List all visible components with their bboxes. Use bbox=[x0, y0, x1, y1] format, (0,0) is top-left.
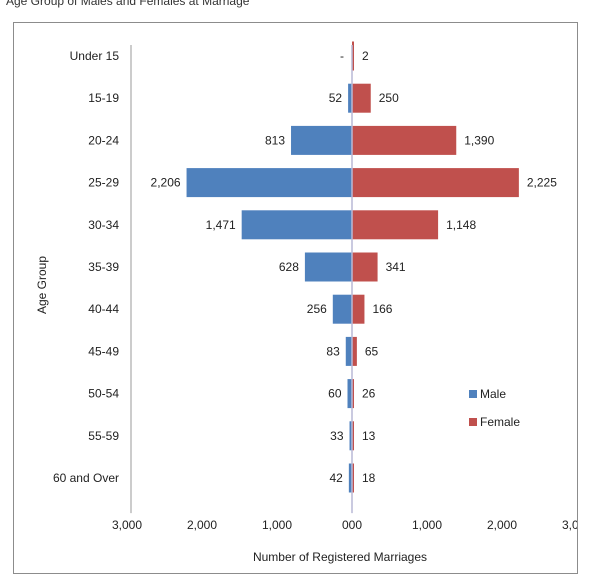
bar-male bbox=[349, 421, 352, 451]
data-label-male: 256 bbox=[307, 302, 327, 316]
x-tick-label: 2,000 bbox=[187, 518, 217, 532]
data-label-female: 250 bbox=[379, 91, 399, 105]
bar-female bbox=[352, 83, 371, 113]
bar-female bbox=[352, 379, 354, 409]
y-tick-label: 35-39 bbox=[88, 260, 119, 274]
bar-male bbox=[348, 463, 352, 493]
bar-female bbox=[352, 336, 357, 366]
bar-female bbox=[352, 168, 519, 198]
data-label-female: 18 bbox=[362, 471, 376, 485]
bar-male bbox=[347, 379, 352, 409]
data-label-female: 65 bbox=[365, 344, 379, 358]
data-label-male: 83 bbox=[326, 344, 340, 358]
bar-male bbox=[348, 83, 352, 113]
bar-male bbox=[332, 294, 352, 324]
data-label-female: 1,148 bbox=[446, 218, 476, 232]
x-tick-label: 2,000 bbox=[487, 518, 517, 532]
bar-male bbox=[241, 210, 352, 240]
chart-caption: Age Group of Males and Females at Marria… bbox=[6, 0, 250, 8]
bar-female bbox=[352, 125, 457, 155]
x-axis-label: Number of Registered Marriages bbox=[253, 550, 427, 564]
x-tick-label: 1,000 bbox=[262, 518, 292, 532]
bar-female bbox=[352, 463, 354, 493]
data-label-female: 341 bbox=[386, 260, 406, 274]
legend-swatch-female bbox=[469, 418, 477, 426]
butterfly-bar-chart: Under 15 - 2 15-19 52 250 20-24 813 1,390 25-29 2,… bbox=[35, 41, 577, 564]
y-axis-label: Age Group bbox=[35, 256, 49, 314]
data-label-male: 33 bbox=[330, 429, 344, 443]
legend-label-female: Female bbox=[480, 415, 520, 429]
data-label-female: 13 bbox=[362, 429, 376, 443]
y-tick-label: 50-54 bbox=[88, 387, 119, 401]
y-tick-label: Under 15 bbox=[70, 49, 120, 63]
bar-female bbox=[352, 41, 354, 71]
data-label-male: 52 bbox=[329, 91, 343, 105]
data-label-female: 26 bbox=[362, 387, 376, 401]
chart-caption-strip: Age Group of Males and Females at Marria… bbox=[0, 0, 595, 12]
bar-female bbox=[352, 252, 378, 282]
chart-frame: Under 15 - 2 15-19 52 250 20-24 813 1,390 25-29 2,… bbox=[13, 22, 578, 574]
bar-female bbox=[352, 210, 439, 240]
bar-female bbox=[352, 294, 365, 324]
data-label-female: 2 bbox=[362, 49, 369, 63]
data-label-male: 813 bbox=[265, 133, 285, 147]
data-label-male: 2,206 bbox=[151, 176, 181, 190]
x-tick-label: 000 bbox=[342, 518, 362, 532]
bar-male bbox=[345, 336, 352, 366]
y-tick-label: 40-44 bbox=[88, 302, 119, 316]
x-tick-label: 3,000 bbox=[562, 518, 577, 532]
data-label-female: 1,390 bbox=[464, 133, 494, 147]
legend-swatch-male bbox=[469, 390, 477, 398]
y-tick-label: 25-29 bbox=[88, 176, 119, 190]
y-tick-label: 55-59 bbox=[88, 429, 119, 443]
bar-female bbox=[352, 421, 354, 451]
y-tick-label: 45-49 bbox=[88, 344, 119, 358]
legend-label-male: Male bbox=[480, 387, 506, 401]
bar-male bbox=[186, 168, 352, 198]
data-label-female: 166 bbox=[372, 302, 392, 316]
x-tick-label: 1,000 bbox=[412, 518, 442, 532]
data-label-male: 628 bbox=[279, 260, 299, 274]
y-tick-label: 30-34 bbox=[88, 218, 119, 232]
bar-male bbox=[291, 125, 352, 155]
x-tick-label: 3,000 bbox=[112, 518, 142, 532]
data-label-female: 2,225 bbox=[527, 176, 557, 190]
data-label-male: 60 bbox=[328, 387, 342, 401]
y-tick-label: 20-24 bbox=[88, 133, 119, 147]
y-tick-label: 15-19 bbox=[88, 91, 119, 105]
bar-male bbox=[304, 252, 352, 282]
data-label-male: 1,471 bbox=[206, 218, 236, 232]
data-label-male: - bbox=[340, 49, 344, 63]
y-tick-label: 60 and Over bbox=[53, 471, 119, 485]
data-label-male: 42 bbox=[329, 471, 343, 485]
